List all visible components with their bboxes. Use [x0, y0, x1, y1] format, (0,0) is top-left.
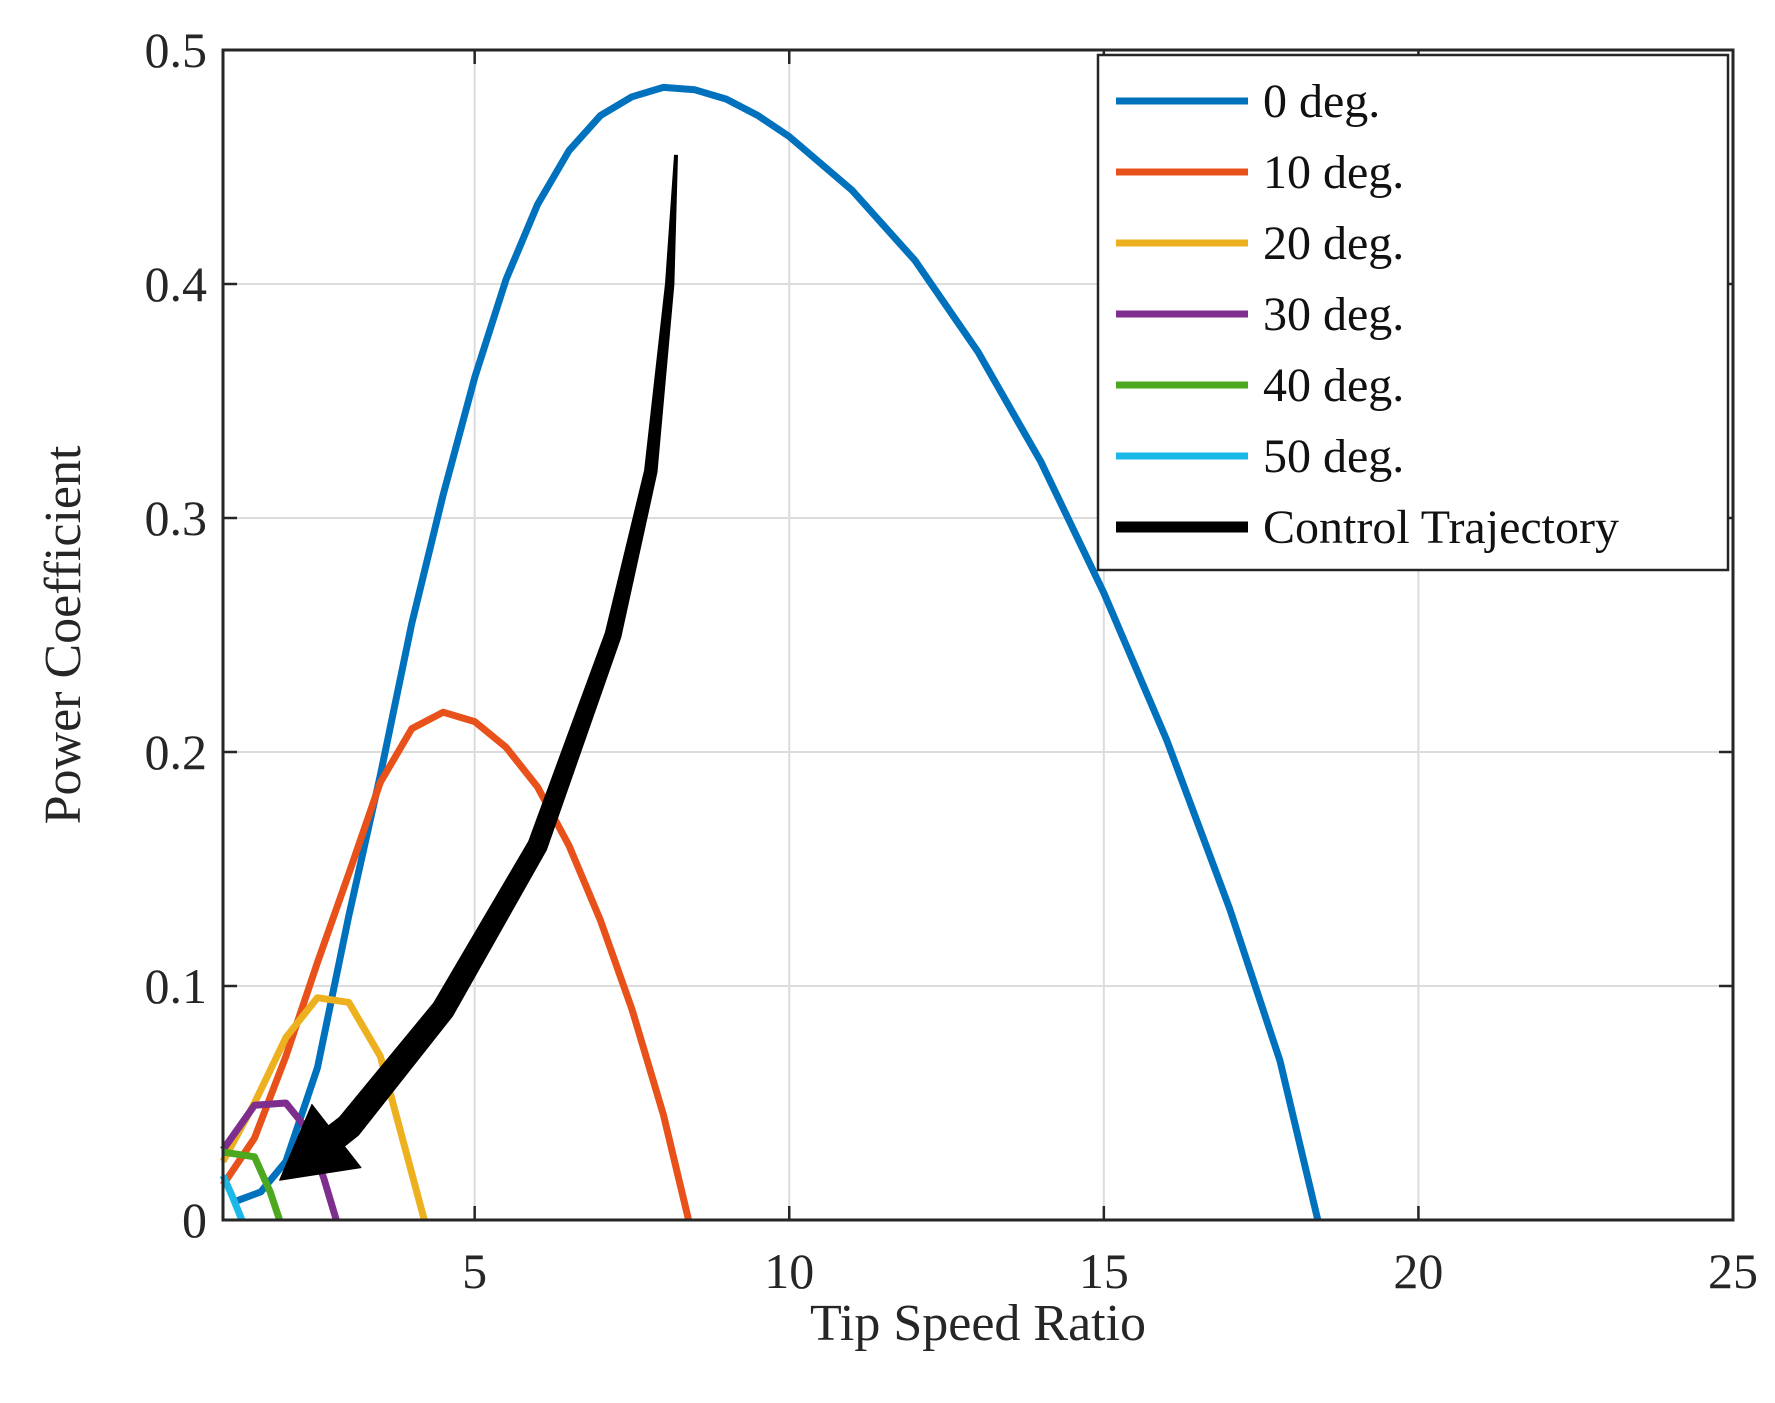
y-tick-label: 0	[182, 1192, 207, 1248]
y-tick-label: 0.4	[145, 256, 208, 312]
series-line-50-deg	[219, 1174, 246, 1222]
series-line-40-deg	[222, 1148, 283, 1222]
axis-ticks: 5 10 15 20 25 0 0.1 0.2 0.3 0.4 0.5	[145, 22, 1759, 1299]
legend-label-40-deg: 40 deg.	[1263, 359, 1404, 412]
y-tick-label: 0.3	[145, 490, 208, 546]
x-tick-label: 10	[764, 1243, 814, 1299]
series-line-30-deg	[220, 1099, 340, 1222]
y-tick-label: 0.2	[145, 724, 208, 780]
x-tick-label: 20	[1393, 1243, 1443, 1299]
x-tick-label: 5	[462, 1243, 487, 1299]
legend-label-control-trajectory: Control Trajectory	[1263, 501, 1619, 554]
series-lines	[219, 83, 1322, 1222]
legend-label-0-deg: 0 deg.	[1263, 75, 1380, 128]
control-trajectory-arrow	[279, 154, 678, 1181]
control-trajectory-path	[279, 154, 678, 1181]
x-tick-label: 25	[1708, 1243, 1758, 1299]
plot-area-frame	[221, 48, 1735, 1222]
series-line-10-deg	[220, 708, 693, 1221]
y-tick-label: 0.1	[145, 958, 208, 1014]
x-axis-title: Tip Speed Ratio	[810, 1295, 1146, 1352]
legend-label-10-deg: 10 deg.	[1263, 146, 1404, 199]
legend-label-50-deg: 50 deg.	[1263, 430, 1404, 483]
y-axis-title: Power Coefficient	[35, 445, 92, 824]
series-line-20-deg	[219, 994, 428, 1221]
legend: 0 deg. 10 deg. 20 deg. 30 deg. 40 deg. 50 deg…	[1096, 53, 1730, 572]
legend-label-30-deg: 30 deg.	[1263, 288, 1404, 341]
legend-label-20-deg: 20 deg.	[1263, 217, 1404, 270]
x-tick-label: 15	[1079, 1243, 1129, 1299]
series-line-0-deg	[234, 83, 1322, 1221]
y-tick-label: 0.5	[145, 22, 208, 78]
